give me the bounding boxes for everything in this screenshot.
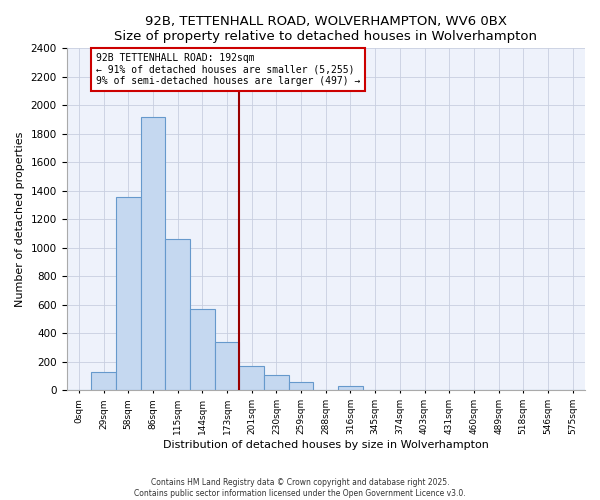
Title: 92B, TETTENHALL ROAD, WOLVERHAMPTON, WV6 0BX
Size of property relative to detach: 92B, TETTENHALL ROAD, WOLVERHAMPTON, WV6… [114,15,537,43]
Bar [140,117,165,390]
Bar [190,309,215,390]
Y-axis label: Number of detached properties: Number of detached properties [15,132,25,307]
Bar [215,342,239,390]
Bar [239,366,264,390]
Bar [91,372,116,390]
Bar [264,376,289,390]
Text: 92B TETTENHALL ROAD: 192sqm
← 91% of detached houses are smaller (5,255)
9% of s: 92B TETTENHALL ROAD: 192sqm ← 91% of det… [96,52,361,86]
Bar [165,240,190,390]
Bar [116,196,140,390]
Bar [338,386,363,390]
Text: Contains HM Land Registry data © Crown copyright and database right 2025.
Contai: Contains HM Land Registry data © Crown c… [134,478,466,498]
Bar [289,382,313,390]
X-axis label: Distribution of detached houses by size in Wolverhampton: Distribution of detached houses by size … [163,440,489,450]
